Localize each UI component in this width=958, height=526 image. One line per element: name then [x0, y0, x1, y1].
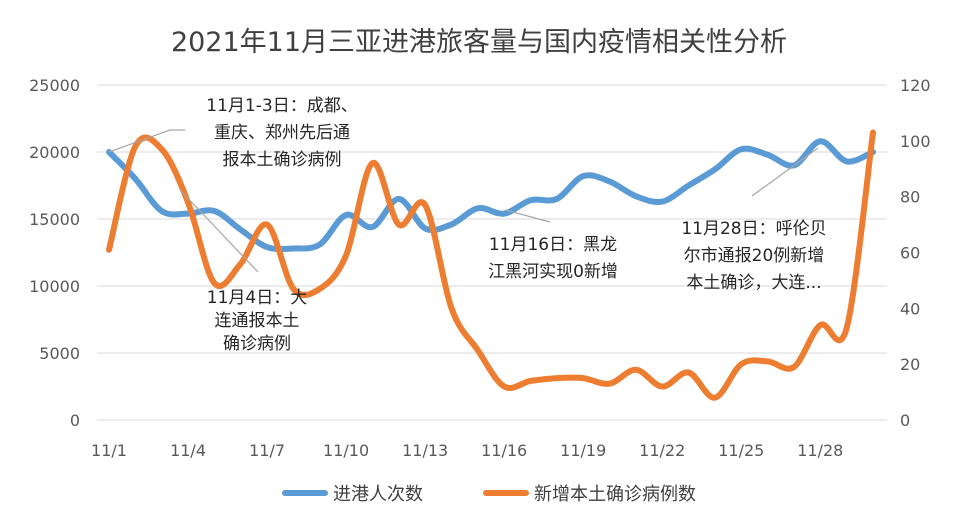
x-tick-label: 11/10	[323, 441, 369, 460]
annotation-leader-line	[108, 129, 185, 153]
x-tick-label: 11/13	[402, 441, 448, 460]
annotation-text: 江黑河实现0新增	[488, 262, 618, 282]
annotation-text: 报本土确诊病例	[223, 150, 342, 170]
annotation-text: 连通报本土	[215, 311, 300, 331]
annotation-text: 确诊病例	[223, 334, 291, 354]
x-tick-label: 11/4	[170, 441, 206, 460]
y-right-tick-label: 60	[900, 244, 920, 263]
annotation-leader-line	[751, 147, 819, 197]
y-left-tick-label: 0	[70, 411, 80, 430]
y-right-tick-label: 100	[900, 132, 931, 151]
annotation-text: 11月16日：黑龙	[489, 235, 617, 255]
series-line-0	[106, 138, 876, 253]
axes: 0 5000 10000 15000 20000 25000 0 20 40 60 80 100 120…	[29, 76, 930, 460]
chart-title: 2021年11月三亚进港旅客量与国内疫情相关性分析	[171, 27, 787, 58]
x-tick-label: 11/25	[718, 441, 764, 460]
annotation-text: 11月4日：大	[207, 288, 307, 308]
y-left-tick-label: 5000	[39, 344, 80, 363]
y-right-tick-label: 80	[900, 188, 920, 207]
y-right-tick-label: 0	[900, 411, 910, 430]
annotation-text: 本土确诊，大连...	[686, 273, 821, 293]
y-right-tick-label: 20	[900, 355, 920, 374]
series-lines	[106, 129, 876, 401]
series-line-1	[106, 129, 876, 401]
annotation-text: 重庆、郑州先后通	[214, 123, 350, 143]
x-tick-label: 11/1	[91, 441, 127, 460]
annotation-text: 尔市通报20例新增	[684, 246, 825, 266]
y-left-tick-label: 10000	[29, 277, 80, 296]
annotation-leader-line	[179, 189, 259, 273]
y-right-tick-label: 120	[900, 76, 931, 95]
annotation-text: 11月1-3日：成都、	[206, 96, 357, 116]
x-tick-label: 11/16	[481, 441, 527, 460]
annotation-leader-lines	[108, 129, 819, 273]
y-right-tick-label: 40	[900, 299, 920, 318]
legend-label: 新增本土确诊病例数	[534, 484, 696, 505]
x-tick-label: 11/7	[249, 441, 285, 460]
x-tick-label: 11/22	[639, 441, 685, 460]
y-left-tick-label: 25000	[29, 76, 80, 95]
legend: 进港人次数 新增本土确诊病例数	[282, 484, 696, 505]
x-tick-label: 11/19	[560, 441, 606, 460]
annotation-leader-line	[504, 209, 551, 223]
y-left-tick-label: 20000	[29, 143, 80, 162]
y-left-tick-label: 15000	[29, 210, 80, 229]
x-tick-label: 11/28	[797, 441, 843, 460]
legend-label: 进港人次数	[333, 484, 423, 505]
annotation-text: 11月28日：呼伦贝	[681, 219, 826, 239]
